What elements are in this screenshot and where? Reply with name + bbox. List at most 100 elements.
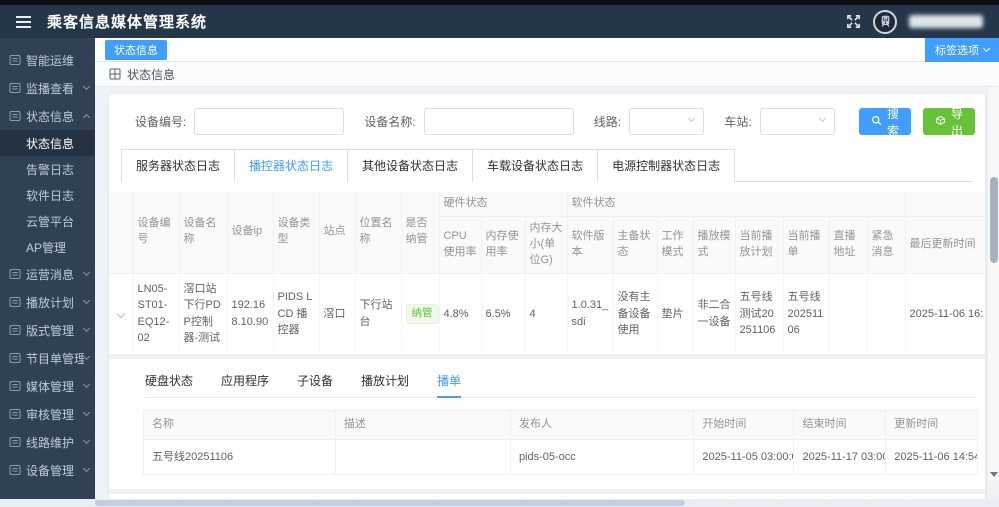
- chevron-down-icon: [82, 352, 91, 361]
- col-play-mode: 播放模式: [693, 216, 736, 274]
- tab-2[interactable]: 其他设备状态日志: [347, 149, 474, 182]
- table-wrap: 设备编号 设备名称 设备ip 设备类型 站点 位置名称 是否纳管 硬件状态 软件状态 CPU使用率…: [109, 192, 985, 507]
- station-select[interactable]: [759, 108, 835, 135]
- avatar[interactable]: [873, 9, 897, 34]
- sidebar-subitem-cloud-platform[interactable]: 云管平台: [0, 208, 95, 234]
- media-icon: [9, 380, 21, 392]
- monitor-icon: [9, 82, 21, 94]
- audit-icon: [9, 408, 21, 420]
- log-tabs: 服务器状态日志 播控器状态日志 其他设备状态日志 车载设备状态日志 电源控制器状态日志: [121, 149, 973, 182]
- tag-bar: 状态信息 标签选项: [95, 37, 999, 62]
- vertical-scrollbar-thumb[interactable]: [990, 177, 998, 263]
- sidebar-item-audit-management[interactable]: 审核管理: [0, 400, 95, 428]
- sidebar-item-status-info[interactable]: 状态信息: [0, 102, 95, 130]
- col-device-id: 设备编号: [133, 192, 180, 274]
- tab-0[interactable]: 服务器状态日志: [121, 149, 236, 182]
- cell-location: 下行站台: [355, 273, 402, 359]
- fullscreen-icon[interactable]: [846, 14, 861, 29]
- subcol-2: 发布人: [509, 409, 695, 440]
- col-location: 位置名称: [355, 192, 402, 274]
- subcol-0: 名称: [143, 409, 336, 440]
- cell-station: 滘口: [319, 273, 356, 359]
- detail-tab-2[interactable]: 子设备: [297, 373, 334, 388]
- detail-tabs: 硬盘状态 应用程序 子设备 播放计划 播单: [145, 365, 977, 398]
- horizontal-scrollbar-thumb[interactable]: [95, 500, 685, 506]
- sidebar-item-label: 版式管理: [26, 323, 75, 338]
- detail-tab-0[interactable]: 硬盘状态: [145, 373, 194, 388]
- sidebar-subitem-alarm-log[interactable]: 告警日志: [0, 156, 95, 182]
- line-select[interactable]: [629, 108, 705, 135]
- sidebar-item-label: 状态信息: [26, 109, 75, 124]
- tag-status-info[interactable]: 状态信息: [105, 39, 167, 60]
- sidebar-item-media-management[interactable]: 媒体管理: [0, 372, 95, 400]
- tab-4[interactable]: 电源控制器状态日志: [597, 149, 736, 182]
- sidebar-subitem-software-log[interactable]: 软件日志: [0, 182, 95, 208]
- tab-3[interactable]: 车载设备状态日志: [472, 149, 599, 182]
- cell-current-plan: 五号线测试20251106: [735, 273, 784, 359]
- sidebar-subitem-status-info[interactable]: 状态信息: [0, 130, 95, 156]
- search-icon: [871, 115, 882, 129]
- detail-tab-3[interactable]: 播放计划: [361, 373, 410, 388]
- col-cpu-usage: CPU使用率: [439, 216, 482, 274]
- sidebar-subitem-label: 云管平台: [26, 214, 75, 229]
- col-last-update: 最后更新时间: [905, 216, 985, 274]
- sidebar-subitem-label: AP管理: [26, 240, 67, 255]
- horizontal-scrollbar: [0, 499, 999, 507]
- filter-row: 设备编号 设备名称 线路 车站 搜索 导出: [109, 94, 985, 149]
- col-mem-size: 内存大小(单位G): [525, 216, 568, 274]
- device-id-input[interactable]: [194, 108, 345, 135]
- search-button[interactable]: 搜索: [858, 107, 911, 138]
- sub-cell-1: [334, 438, 511, 476]
- chevron-down-icon: [82, 268, 91, 277]
- cell-emergency-msg: [867, 273, 906, 359]
- message-icon: [9, 268, 21, 280]
- sidebar-item-label: 运营消息: [26, 267, 75, 282]
- sidebar-subitem-ap-management[interactable]: AP管理: [0, 234, 95, 260]
- chevron-down-icon: [82, 82, 91, 91]
- sub-cell-0: 五号线20251106: [143, 438, 336, 476]
- scroll-down-arrow[interactable]: [990, 472, 998, 477]
- col-group-hardware: 硬件状态: [439, 192, 568, 217]
- sidebar-item-monitor-view[interactable]: 监播查看: [0, 74, 95, 102]
- sidebar-item-label: 审核管理: [26, 407, 75, 422]
- chevron-down-icon: [82, 380, 91, 389]
- sub-table-row: 五号线20251106 pids-05-occ 2025-11-05 03:00:0…: [143, 438, 978, 476]
- device-name-input[interactable]: [423, 108, 574, 135]
- export-button[interactable]: 导出: [922, 107, 975, 138]
- tab-1[interactable]: 播控器状态日志: [234, 149, 349, 182]
- export-icon: [935, 115, 946, 129]
- cell-current-playlist: 五号线20251106: [783, 273, 830, 359]
- detail-tab-1[interactable]: 应用程序: [221, 373, 270, 388]
- table-row: LN05-ST01-EQ12-02 滘口站下行PDP控制器-测试 192.168.1…: [109, 273, 985, 359]
- col-current-playlist: 当前播单: [783, 216, 830, 274]
- program-icon: [9, 352, 21, 364]
- chevron-down-icon: [982, 44, 991, 52]
- window-top-strip: [0, 0, 999, 5]
- sidebar-item-label: 监播查看: [26, 81, 75, 96]
- menu-toggle-icon[interactable]: [16, 15, 31, 28]
- sidebar-item-play-plan[interactable]: 播放计划: [0, 288, 95, 316]
- managed-badge: 纳管: [405, 303, 439, 324]
- detail-tab-4[interactable]: 播单: [437, 365, 462, 398]
- sidebar-item-operation-message[interactable]: 运营消息: [0, 260, 95, 288]
- sidebar-item-program-management[interactable]: 节目单管理: [0, 344, 95, 372]
- header-right: [846, 9, 983, 34]
- row-detail-panel: 硬盘状态 应用程序 子设备 播放计划 播单 名称 描述 发布人 开始时间 结束时间 更新时间 五号线2…: [109, 356, 985, 495]
- train-icon: [881, 15, 889, 27]
- status-icon: [9, 110, 21, 122]
- sidebar-item-layout-management[interactable]: 版式管理: [0, 316, 95, 344]
- sidebar-item-label: 媒体管理: [26, 379, 75, 394]
- sidebar-item-device-management[interactable]: 设备管理: [0, 456, 95, 484]
- sidebar-item-label: 智能运维: [26, 53, 75, 68]
- breadcrumb-bar: 状态信息: [95, 62, 999, 87]
- tag-options-button[interactable]: 标签选项: [925, 37, 999, 62]
- sidebar-item-smart-ops[interactable]: 智能运维: [0, 46, 95, 74]
- tag-options-label: 标签选项: [935, 44, 979, 57]
- cell-play-mode: 非二合一设备: [693, 273, 736, 359]
- app-title: 乘客信息媒体管理系统: [47, 14, 208, 31]
- subcol-3: 开始时间: [693, 409, 795, 440]
- collapse-row-icon[interactable]: [116, 309, 125, 318]
- cell-sw-version: 1.0.31_sdi: [567, 273, 614, 359]
- col-mem-usage: 内存使用率: [481, 216, 526, 274]
- sidebar-item-line-maintenance[interactable]: 线路维护: [0, 428, 95, 456]
